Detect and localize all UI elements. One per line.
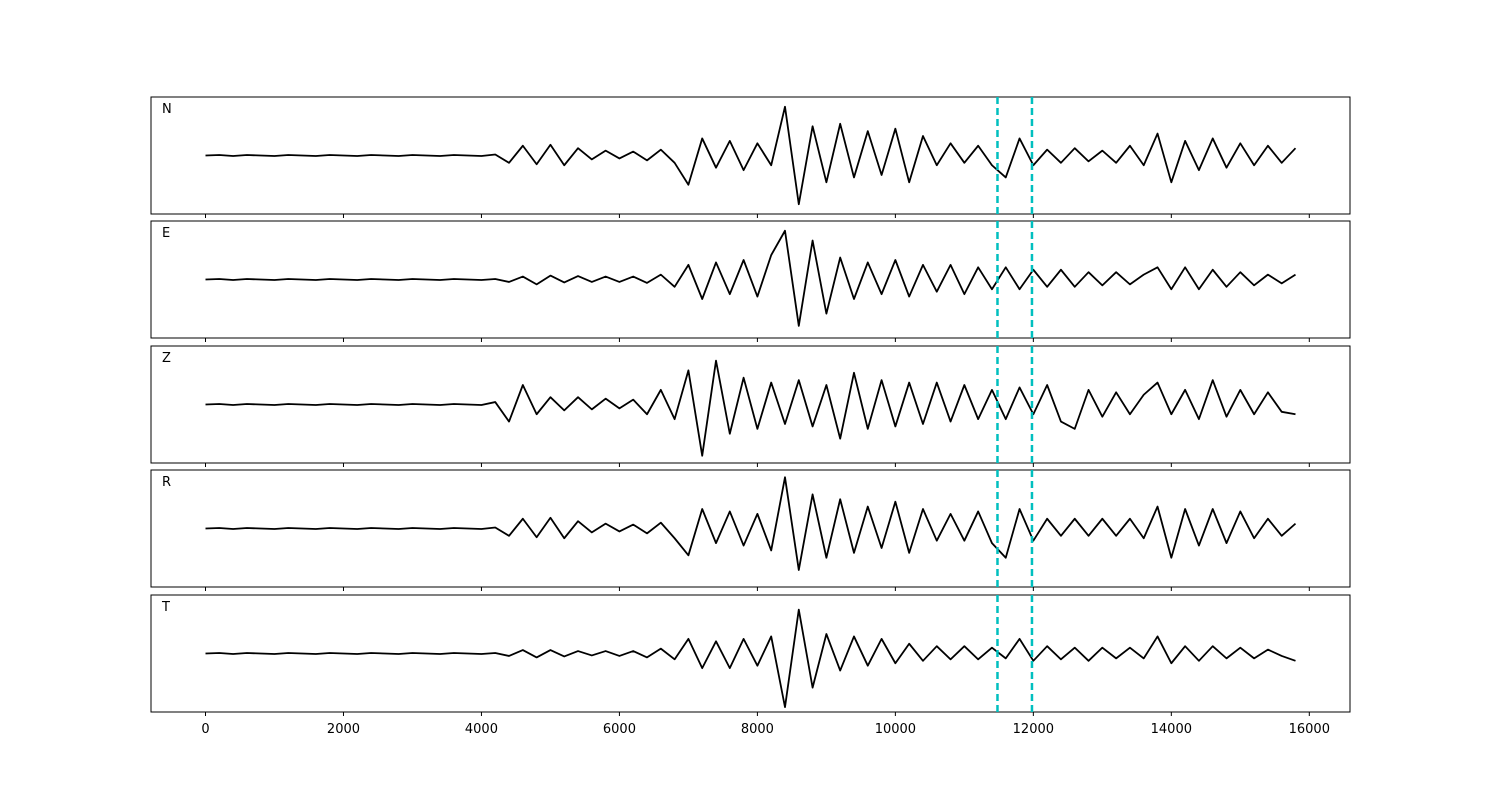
x-tick-label: 6000 [603,722,636,737]
waveform [205,229,1296,327]
panel-frame [150,594,1351,713]
panel-label: R [162,475,171,490]
x-tick-label: 10000 [875,722,916,737]
panel-frame [150,96,1351,215]
panel-label: E [162,226,170,241]
x-tick-label: 14000 [1151,722,1192,737]
panel-frame [150,345,1351,464]
panel-frame [150,220,1351,339]
panel-label: Z [162,351,171,366]
x-tick-label: 12000 [1013,722,1054,737]
x-tick-label: 16000 [1289,722,1330,737]
x-tick-label: 8000 [741,722,774,737]
panel-frame [150,469,1351,588]
waveform [205,105,1297,206]
x-tick-label: 2000 [327,722,360,737]
x-tick-label: 0 [201,722,209,737]
x-tick-label: 4000 [465,722,498,737]
waveform [205,608,1296,709]
panel-label: N [162,102,172,117]
waveform [205,359,1296,457]
panel-label: T [161,600,170,615]
waveform [205,476,1297,571]
